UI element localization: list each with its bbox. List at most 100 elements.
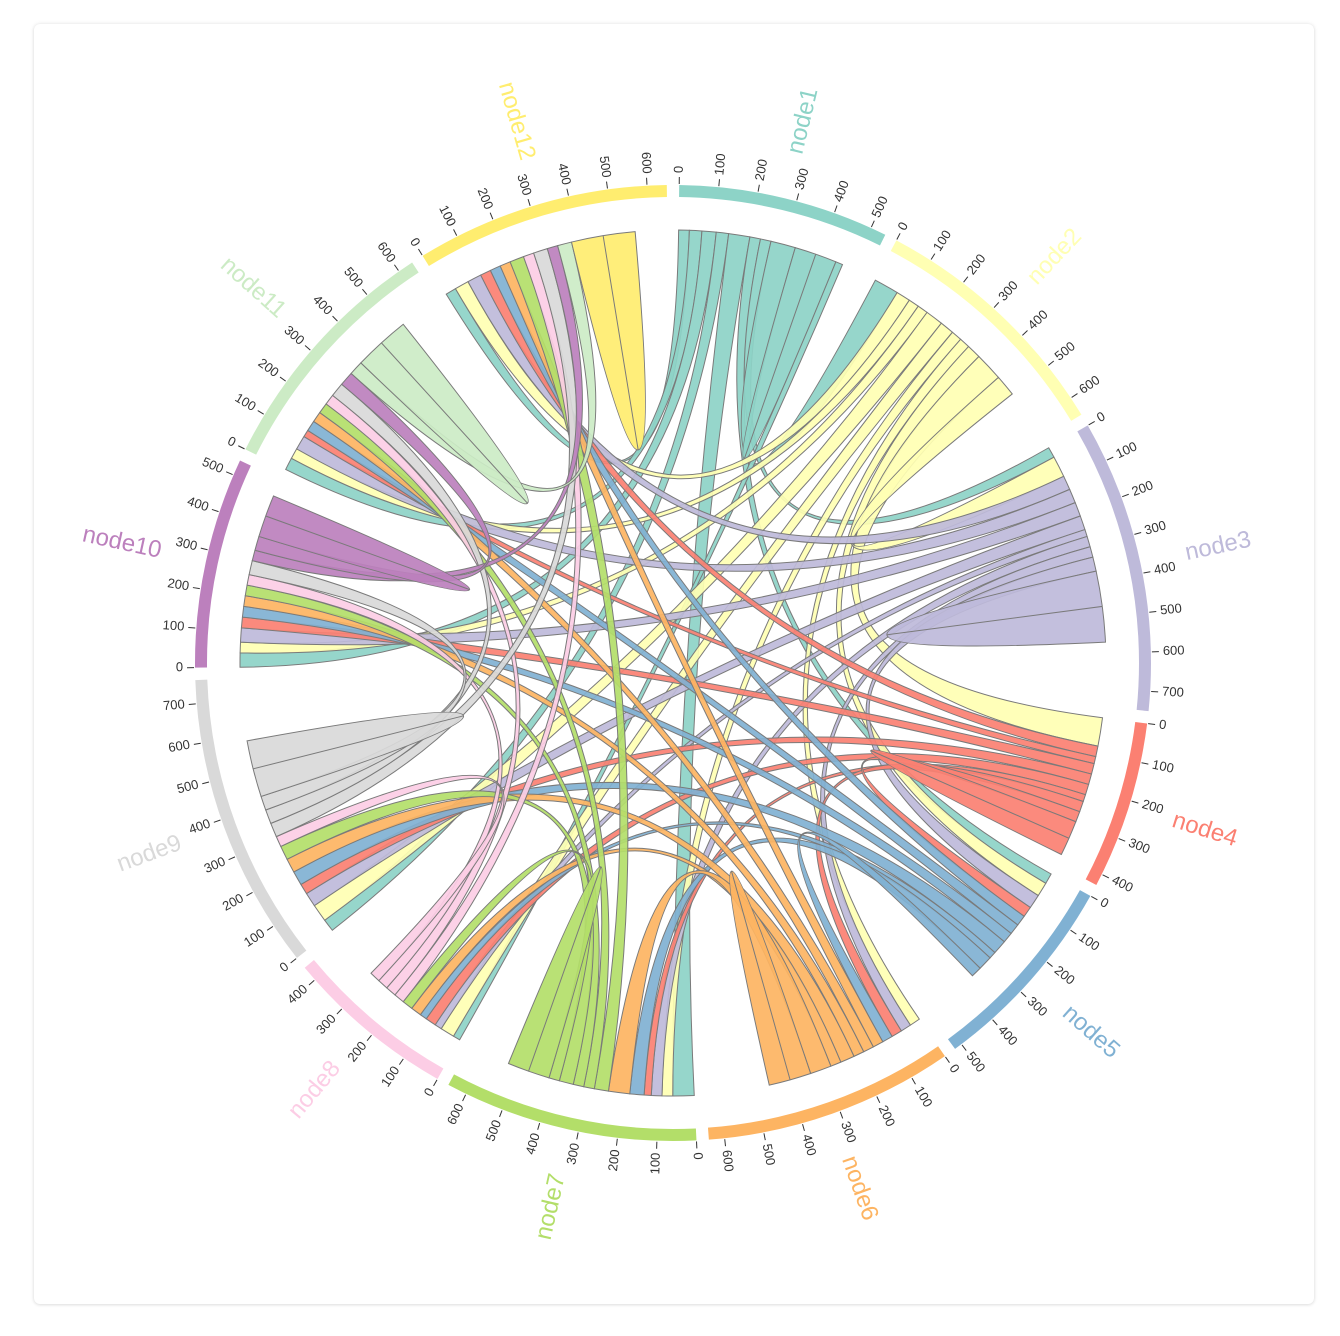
tick-mark: [1148, 723, 1156, 725]
ribbon-node5-node11[interactable]: [307, 420, 1019, 935]
ribbon-node9-node9[interactable]: [246, 711, 464, 798]
ribbon-node3-node3[interactable]: [886, 570, 1107, 647]
tick-mark: [930, 253, 936, 260]
tick-mark: [870, 220, 875, 228]
tick-label: 500: [964, 1049, 989, 1075]
ribbon-node6-node6[interactable]: [729, 870, 812, 1086]
ribbon-node2-node11[interactable]: [290, 299, 919, 534]
tick-mark: [876, 1096, 881, 1104]
tick-mark: [453, 229, 458, 236]
ribbon-node4-node12[interactable]: [480, 269, 1099, 758]
tick-mark: [724, 1139, 726, 1147]
tick-label: 300: [1143, 517, 1168, 537]
tick-mark: [718, 179, 720, 187]
ribbon-node4-node4[interactable]: [870, 749, 1077, 856]
tick-label: 300: [838, 1119, 860, 1145]
ribbon-node5-node6[interactable]: [797, 831, 981, 1043]
ribbon-node6-node10[interactable]: [243, 595, 865, 1058]
ribbon-node5-node12[interactable]: [489, 265, 1025, 926]
tick-label: 400: [555, 162, 574, 186]
tick-label: 100: [647, 1152, 663, 1174]
tick-mark: [266, 926, 274, 931]
ribbon-node1-node9[interactable]: [324, 231, 730, 931]
tick-label: 100: [711, 153, 728, 176]
group-arc-node4[interactable]: [1085, 721, 1148, 885]
ribbon-node4-node9[interactable]: [300, 736, 1093, 895]
tick-label: 300: [281, 322, 307, 348]
ribbon-node7-node7[interactable]: [507, 866, 603, 1079]
tick-label: 500: [868, 194, 891, 220]
tick-label: 300: [202, 854, 228, 877]
tick-mark: [362, 288, 368, 295]
tick-label: 400: [522, 1131, 542, 1156]
tick-label: 400: [799, 1132, 819, 1157]
tick-label: 200: [1052, 962, 1078, 987]
tick-mark: [188, 703, 196, 705]
tick-label: 600: [1163, 642, 1185, 658]
tick-label: 300: [1127, 835, 1153, 857]
group-arc-node1[interactable]: [679, 185, 886, 246]
tick-label: 200: [344, 1038, 369, 1064]
group-arc-node12[interactable]: [422, 185, 667, 267]
ribbon-node2-node6[interactable]: [802, 338, 970, 1026]
tick-mark: [757, 184, 760, 192]
tick-mark: [279, 376, 286, 382]
ribbon-node4-node11[interactable]: [303, 429, 1097, 765]
tick-mark: [366, 1034, 372, 1041]
group-arc-node3[interactable]: [1077, 425, 1151, 712]
ribbon-node8-node9[interactable]: [275, 774, 505, 982]
group-arc-node5[interactable]: [947, 890, 1091, 1049]
tick-mark: [1143, 571, 1151, 574]
ribbon-node2-node10[interactable]: [239, 305, 928, 654]
ribbon-node11-node11[interactable]: [360, 323, 529, 505]
tick-label: 100: [912, 1083, 936, 1109]
tick-label: 100: [162, 617, 185, 634]
ribbon-node5-node10[interactable]: [241, 605, 1012, 943]
ribbon-node6-node11[interactable]: [312, 411, 874, 1053]
arcs-layer: [195, 185, 1151, 1141]
ribbon-node8-node12[interactable]: [394, 252, 582, 1003]
ribbon-node2-node7[interactable]: [661, 331, 962, 1097]
tick-label: 300: [791, 166, 811, 191]
ribbon-node3-node9[interactable]: [305, 515, 1086, 907]
group-arc-node9[interactable]: [195, 679, 307, 959]
tick-label: 0: [176, 659, 183, 674]
group-label-node5: node5: [1057, 999, 1125, 1063]
group-label-node10: node10: [80, 520, 164, 563]
group-arc-node7[interactable]: [448, 1074, 697, 1141]
group-arc-node8[interactable]: [304, 960, 444, 1079]
ribbon-node1-node10[interactable]: [239, 230, 717, 668]
group-label-node2: node2: [1022, 223, 1087, 290]
tick-mark: [202, 781, 210, 785]
tick-label: 200: [167, 575, 191, 593]
tick-label: 0: [691, 1152, 706, 1160]
tick-mark: [462, 1094, 467, 1102]
tick-label: 400: [830, 178, 851, 203]
ribbon-node6-node12[interactable]: [499, 261, 884, 1048]
tick-label: 400: [187, 816, 212, 837]
ribbon-node10-node10[interactable]: [258, 495, 471, 592]
tick-mark: [1118, 838, 1126, 842]
tick-mark: [193, 742, 201, 745]
ribbon-node3-node11[interactable]: [295, 435, 1076, 572]
tick-mark: [911, 1077, 916, 1085]
tick-label: 0: [894, 219, 911, 232]
ribbon-node12-node12[interactable]: [570, 231, 646, 451]
tick-label: 700: [162, 696, 185, 713]
group-label-node3: node3: [1182, 526, 1253, 566]
tick-label: 300: [1025, 993, 1051, 1019]
ribbon-node2-node3[interactable]: [850, 376, 1065, 551]
group-arc-node6[interactable]: [707, 1046, 945, 1140]
group-arc-node2[interactable]: [890, 240, 1082, 421]
ribbon-node3-node12[interactable]: [467, 274, 1071, 545]
tick-label: 500: [1052, 338, 1078, 363]
ribbon-node4-node10[interactable]: [240, 616, 1095, 775]
tick-label: 300: [995, 278, 1021, 304]
tick-label: 400: [310, 292, 336, 318]
ribbon-node5-node9[interactable]: [293, 782, 1006, 954]
group-arc-node11[interactable]: [245, 262, 419, 455]
group-arc-node10[interactable]: [195, 460, 251, 668]
tick-label: 200: [876, 1103, 899, 1129]
ribbon-node1-node1[interactable]: [742, 247, 837, 460]
tick-label: 100: [241, 925, 267, 949]
